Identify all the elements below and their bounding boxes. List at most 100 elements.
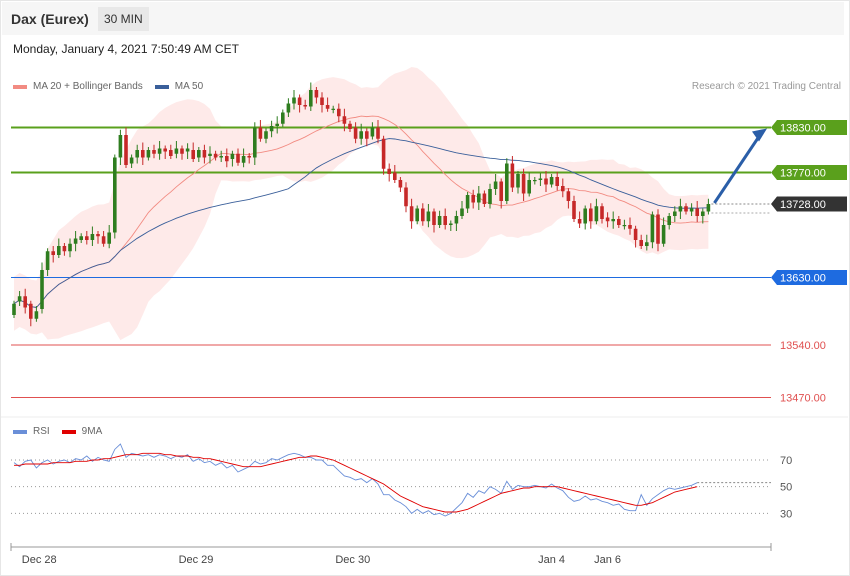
candle [482, 193, 487, 204]
candle [40, 270, 44, 309]
candle [202, 150, 207, 158]
candle [107, 232, 111, 244]
candle [661, 225, 666, 244]
candle [650, 214, 655, 243]
candle [493, 181, 498, 189]
ma20-line [13, 115, 709, 308]
candle [426, 211, 431, 222]
candle [695, 208, 699, 216]
ma9-swatch [61, 429, 76, 434]
level-label: 13830.00 [780, 123, 826, 135]
candle [169, 150, 173, 156]
candle [258, 127, 263, 139]
candle [533, 180, 537, 182]
candle [365, 131, 369, 139]
candle [23, 296, 27, 308]
level-label: 13470.00 [780, 393, 826, 405]
candle [353, 127, 358, 139]
candle [320, 97, 324, 105]
candle [337, 108, 341, 117]
candle [286, 103, 291, 113]
candle [437, 216, 442, 225]
candle [544, 178, 548, 185]
level-label: 13728.00 [780, 199, 826, 211]
candle [549, 177, 554, 185]
candle [454, 216, 459, 224]
candle [561, 186, 565, 192]
candle [577, 219, 582, 224]
level-label-box [771, 165, 847, 180]
rsi-line [13, 443, 698, 517]
level-label: 13630.00 [780, 273, 826, 285]
candle [152, 150, 156, 154]
forecast-arrow-head [752, 128, 767, 142]
candle [230, 153, 235, 159]
ma50-line [13, 138, 709, 308]
rsi-level-label: 30 [780, 508, 792, 520]
candle [51, 251, 55, 255]
candle [292, 97, 296, 104]
candle [191, 150, 195, 159]
candle [45, 251, 50, 270]
candle [605, 217, 610, 222]
candle [510, 163, 515, 188]
legend-9ma[interactable]: 9MA [61, 426, 103, 437]
candle [645, 242, 649, 246]
rsi-9ma-line [14, 452, 698, 513]
candles [12, 82, 711, 327]
candle [264, 131, 268, 139]
candle [673, 211, 677, 216]
candle [73, 238, 78, 244]
candle [639, 240, 643, 246]
candle [488, 189, 492, 204]
x-axis: Dec 28 Dec 29 Dec 30 Jan 4 Jan 6 [10, 543, 772, 566]
candle [303, 105, 307, 107]
candle [465, 195, 470, 209]
legend-ma50[interactable]: MA 50 [154, 81, 203, 92]
candle [34, 311, 39, 319]
level-label-box [771, 120, 847, 135]
ma50-swatch [154, 84, 169, 89]
candle [600, 206, 604, 219]
candle [689, 208, 694, 212]
rsi-level-label: 70 [780, 455, 792, 467]
candle [381, 138, 386, 169]
candle [572, 201, 576, 219]
candle [208, 153, 212, 156]
candle [90, 234, 95, 240]
candle [342, 116, 347, 124]
candle [404, 187, 408, 207]
candle [387, 168, 391, 174]
candle [219, 156, 223, 158]
candle [129, 157, 134, 164]
candle [538, 178, 543, 180]
price-legend: MA 20 + Bollinger Bands MA 50 [13, 81, 215, 92]
rsi-level-label: 50 [780, 482, 792, 494]
candle [85, 236, 89, 240]
candle [17, 296, 22, 302]
legend-rsi[interactable]: RSI [13, 426, 50, 437]
candle [331, 108, 335, 110]
candle [146, 150, 151, 158]
legend-bollinger[interactable]: MA 20 + Bollinger Bands [13, 81, 143, 92]
candle [611, 219, 615, 222]
timestamp: Monday, January 4, 2021 7:50:49 AM CET [13, 42, 239, 56]
candle [157, 148, 162, 154]
candle [225, 156, 229, 162]
candle [477, 193, 481, 203]
timeframe-button[interactable]: 30 MIN [98, 7, 149, 31]
credit-text: Research © 2021 Trading Central [691, 81, 841, 92]
candle [12, 303, 16, 315]
legend-9ma-label: 9MA [81, 426, 103, 437]
candle [124, 135, 128, 165]
rsi-panel: 70 50 30 [1, 416, 848, 520]
level-labels: 13830.00 13770.00 13728.00 13630.00 13540.00… [771, 120, 847, 405]
candle [421, 208, 425, 222]
candle [499, 181, 503, 201]
candle [325, 105, 330, 109]
candle [29, 303, 33, 319]
candle [706, 204, 711, 212]
candle [449, 223, 453, 225]
candle [398, 180, 403, 188]
legend-bollinger-label: MA 20 + Bollinger Bands [33, 81, 143, 92]
